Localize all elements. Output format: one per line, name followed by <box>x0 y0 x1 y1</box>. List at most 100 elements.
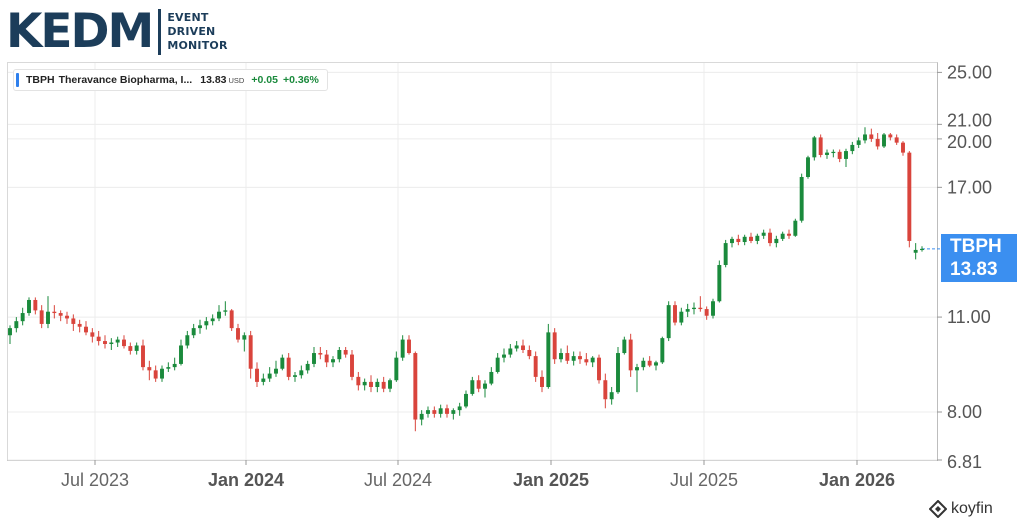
candle-body <box>46 311 50 324</box>
candle-body <box>635 367 639 371</box>
candle-body <box>622 339 627 354</box>
candle-body <box>185 335 190 346</box>
candle-body <box>660 338 665 363</box>
candle-body <box>692 307 696 310</box>
candle <box>331 356 335 368</box>
candle <box>603 373 608 409</box>
candle-body <box>141 345 145 368</box>
candle-body <box>147 367 152 371</box>
ticker-symbol: TBPH <box>26 74 55 86</box>
candle <box>445 404 449 418</box>
x-tick-label: Jul 2023 <box>61 470 129 490</box>
ticker-legend[interactable]: TBPH Theravance Biopharma, I... 13.83 US… <box>13 69 328 91</box>
candle <box>223 301 228 316</box>
candle <box>419 410 424 426</box>
candle-body <box>831 151 836 154</box>
candle-body <box>495 357 500 372</box>
candle-body <box>578 356 582 360</box>
candle <box>894 134 899 145</box>
candle <box>660 336 665 364</box>
candle-body <box>666 305 671 339</box>
candle <box>489 367 494 386</box>
candle-body <box>552 332 557 360</box>
candle-body <box>223 310 228 312</box>
candle <box>590 356 595 368</box>
candle <box>388 378 392 393</box>
candle-body <box>217 311 221 319</box>
candle <box>20 307 25 326</box>
last-price-tag: TBPH 13.83 <box>941 234 1017 282</box>
candle <box>698 296 703 312</box>
candle-body <box>375 381 380 387</box>
candle-body <box>489 371 494 384</box>
y-tick-label: 20.00 <box>947 132 992 152</box>
candle <box>147 360 152 381</box>
koyfin-watermark: koyfin <box>929 500 993 518</box>
candle-body <box>882 134 886 147</box>
candle-body <box>204 321 209 326</box>
candle-body <box>432 410 437 414</box>
candle <box>559 348 563 363</box>
candle-body <box>388 380 392 389</box>
candle-body <box>597 357 601 381</box>
candle <box>774 235 779 248</box>
candlestick-series <box>8 127 924 432</box>
candle <box>318 346 323 360</box>
candle <box>122 335 126 349</box>
candle-body <box>39 310 44 324</box>
candle-body <box>647 360 652 366</box>
candle <box>77 319 82 333</box>
y-tick-label: 11.00 <box>947 307 991 327</box>
candle <box>565 345 570 364</box>
candle <box>711 298 715 319</box>
candle-body <box>521 345 525 350</box>
ticker-company-name: Theravance Biopharma, I... <box>58 74 193 86</box>
candle-body <box>540 376 544 387</box>
candle <box>901 141 905 156</box>
candle <box>533 351 538 382</box>
candle-body <box>761 232 766 236</box>
candle-body <box>451 410 456 414</box>
candle <box>185 330 190 349</box>
candle <box>508 344 513 358</box>
candle <box>267 367 272 382</box>
candle-body <box>122 339 126 347</box>
candle-body <box>780 233 785 239</box>
candle-body <box>109 342 114 345</box>
candle-body <box>825 152 829 155</box>
candle-body <box>52 311 57 314</box>
candle <box>514 341 519 352</box>
candle-body <box>723 243 728 266</box>
ticker-change: +0.05 <box>251 74 278 86</box>
candle-body <box>736 238 741 243</box>
candle-body <box>837 151 842 159</box>
candle <box>502 348 506 363</box>
candle <box>103 335 107 349</box>
candle <box>134 342 139 355</box>
ticker-price: 13.83 <box>200 74 227 86</box>
candle <box>609 386 614 405</box>
candle <box>312 346 316 368</box>
candle-body <box>464 393 468 407</box>
candle-body <box>869 134 874 139</box>
candle <box>8 325 12 345</box>
candle <box>584 353 589 366</box>
candle-body <box>812 137 817 158</box>
candle-body <box>616 353 620 393</box>
candle <box>616 346 620 394</box>
candle-body <box>77 323 82 327</box>
candle <box>780 231 785 241</box>
candle-body <box>673 305 677 323</box>
candle-body <box>312 353 316 364</box>
candle <box>464 390 468 409</box>
logo-subtitle: EVENT DRIVEN MONITOR <box>167 11 227 53</box>
candle-body <box>806 157 810 177</box>
candle <box>343 346 348 358</box>
candle <box>755 233 760 245</box>
candle <box>305 360 310 374</box>
candle <box>286 353 291 381</box>
candle <box>198 319 202 334</box>
candle-body <box>888 134 893 138</box>
